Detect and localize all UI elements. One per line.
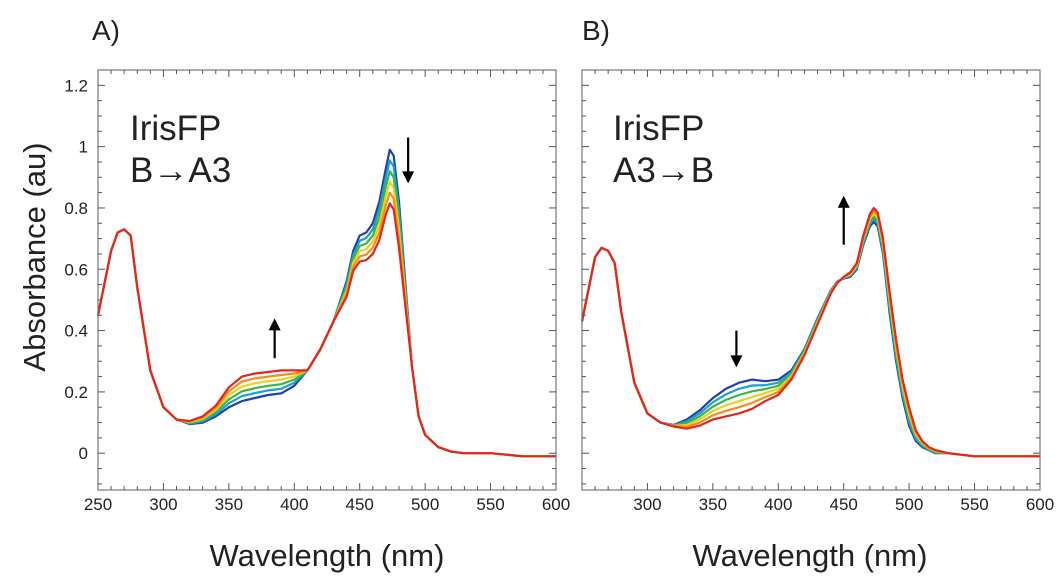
panel-a-y-tick-label: 0.8: [64, 199, 88, 218]
panel-a-x-axis-title: Wavelength (nm): [210, 538, 445, 573]
panel-b-x-tick-label: 550: [960, 495, 988, 514]
panel-a-x-tick-label: 400: [280, 495, 308, 514]
panel-b-series-line-3: [580, 212, 1040, 458]
panel-a-label: A): [92, 15, 120, 46]
panel-a-y-tick-label: 0.4: [64, 322, 88, 341]
panel-a-y-tick-label: 0.2: [64, 383, 88, 402]
panel-a-x-tick-label: 300: [149, 495, 177, 514]
panel-b-label: B): [582, 15, 610, 46]
panel-b-frame: [581, 69, 1041, 491]
panel-b-x-tick-label: 600: [1026, 495, 1054, 514]
panel-a-series-line-2: [96, 170, 556, 458]
panel-b-annotation-transition: A3→B: [613, 151, 714, 190]
panel-a-y-tick-label: 0.6: [64, 260, 88, 279]
panel-b-x-tick-label: 300: [633, 495, 661, 514]
panel-a-plot: 250 300 350 400 450 500 550 600 0 0.2 0.4 0.6 0.8 1 1.…: [64, 69, 570, 514]
panel-a-x-tick-label: 350: [215, 495, 243, 514]
y-axis-title: Absorbance (au): [17, 142, 52, 371]
panel-a-annotation-transition: B→A3: [130, 151, 231, 190]
panel-b-plot: 300 350 400 450 500 550 600: [580, 69, 1054, 514]
panel-b-x-tick-label: 350: [699, 495, 727, 514]
panel-a-x-tick-label: 550: [476, 495, 504, 514]
panel-b-series-group: [580, 206, 1040, 458]
panel-a-series-group: [96, 148, 556, 458]
panel-b-series-line-5: [580, 206, 1040, 458]
panel-b-x-axis-title: Wavelength (nm): [693, 538, 928, 573]
panel-a-y-tick-label: 1.2: [64, 76, 88, 95]
panel-b-arrow-down: [730, 330, 743, 368]
panel-a-x-tick-label: 450: [346, 495, 374, 514]
panel-b-annotation-protein: IrisFP: [613, 109, 704, 148]
panel-a-arrow-down: [402, 137, 415, 184]
panel-a-y-tick-label: 1: [79, 138, 88, 157]
panel-b-x-tick-label: 450: [830, 495, 858, 514]
panel-a-x-tick-label: 600: [542, 495, 570, 514]
panel-a-annotation-protein: IrisFP: [130, 109, 221, 148]
panel-a-arrow-up: [268, 318, 281, 359]
panel-a-x-tick-label: 500: [411, 495, 439, 514]
panel-b-x-tick-label: 400: [764, 495, 792, 514]
panel-b-x-tick-label: 500: [895, 495, 923, 514]
panel-a-series-line-5: [96, 202, 556, 458]
panel-a-series-line-3: [96, 180, 556, 458]
panel-a-frame: [97, 69, 557, 491]
panel-a-y-tick-label: 0: [79, 444, 88, 463]
panel-a-series-line-1: [96, 159, 556, 458]
panel-a-series-line-4: [96, 191, 556, 458]
panel-a-x-tick-label: 250: [84, 495, 112, 514]
panel-b-arrow-up: [837, 195, 850, 245]
